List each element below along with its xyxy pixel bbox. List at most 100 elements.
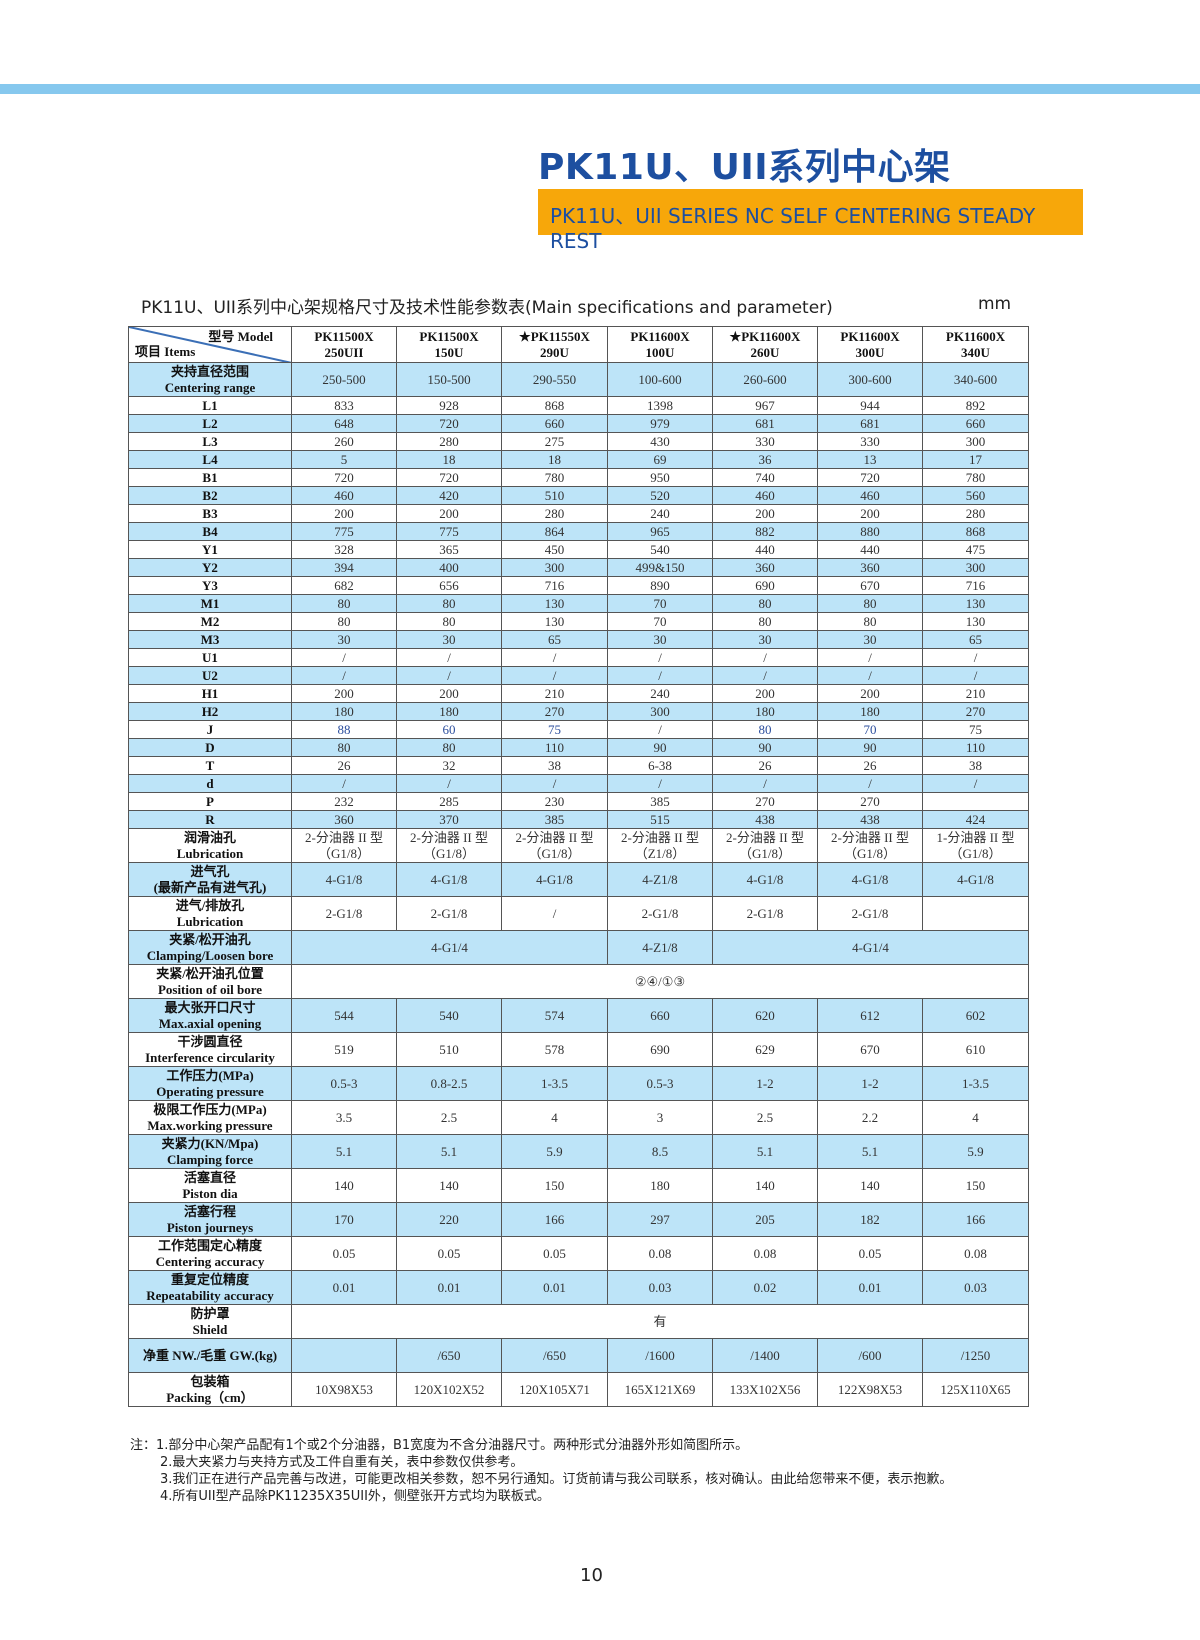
table-cell: 716 bbox=[922, 576, 1029, 595]
row-label: L4 bbox=[128, 450, 292, 469]
cell-text: T bbox=[205, 757, 215, 773]
cell-text: 进气孔 bbox=[190, 863, 230, 879]
row-label: 工作压力(MPa) Operating pressure bbox=[128, 1066, 292, 1101]
cell-text: M1 bbox=[200, 595, 220, 611]
table-cell: 280 bbox=[922, 504, 1029, 523]
cell-text: H2 bbox=[201, 703, 219, 719]
cell-text: （G1/8） bbox=[949, 845, 1002, 861]
table-cell: / bbox=[607, 666, 713, 685]
table-cell: 150 bbox=[922, 1168, 1029, 1203]
table-cell: 65 bbox=[501, 630, 608, 649]
table-row: 工作范围定心精度 Centering accuracy 0.05 0.05 0.05 0.… bbox=[128, 1236, 1029, 1271]
cell-text: Repeatability accuracy bbox=[146, 1287, 274, 1303]
table-cell: 328 bbox=[291, 540, 397, 559]
table-cell: 270 bbox=[712, 792, 818, 811]
notes-prefix: 注： bbox=[130, 1438, 157, 1453]
table-cell: / bbox=[501, 648, 608, 667]
table-cell: 0.08 bbox=[922, 1236, 1029, 1271]
row-label: U1 bbox=[128, 648, 292, 667]
cell-text: Max.working pressure bbox=[147, 1117, 273, 1133]
table-cell: 240 bbox=[607, 504, 713, 523]
cell-text: Piston dia bbox=[182, 1185, 238, 1201]
cell-text: PK11600X bbox=[945, 328, 1006, 344]
cell-text: 活塞直径 bbox=[183, 1169, 236, 1185]
cell-text: 润滑油孔 bbox=[183, 829, 236, 845]
table-cell: 260-600 bbox=[712, 362, 818, 397]
table-row: 重复定位精度 Repeatability accuracy 0.01 0.01 0.01… bbox=[128, 1270, 1029, 1305]
cell-text: Piston journeys bbox=[166, 1219, 254, 1235]
table-cell: 510 bbox=[501, 486, 608, 505]
table-cell: 950 bbox=[607, 468, 713, 487]
table-cell: 360 bbox=[291, 810, 397, 829]
table-row: Y1 328 365 450 540 440 440 475 bbox=[128, 540, 1029, 559]
table-cell: / bbox=[291, 666, 397, 685]
table-cell: 5.1 bbox=[291, 1134, 397, 1169]
row-label: Y2 bbox=[128, 558, 292, 577]
table-cell: 26 bbox=[712, 756, 818, 775]
cell-text: Y3 bbox=[202, 577, 218, 593]
table-cell: 280 bbox=[396, 432, 502, 451]
row-label: d bbox=[128, 774, 292, 793]
cell-text: 260U bbox=[750, 344, 780, 360]
table-cell: 720 bbox=[396, 468, 502, 487]
subtitle-banner: PK11U、UII SERIES NC SELF CENTERING STEAD… bbox=[538, 189, 1083, 253]
table-cell bbox=[922, 792, 1029, 811]
table-cell: 833 bbox=[291, 396, 397, 415]
cell-text: B2 bbox=[202, 487, 218, 503]
table-cell: 210 bbox=[501, 684, 608, 703]
table-cell: / bbox=[712, 774, 818, 793]
table-cell: 450 bbox=[501, 540, 608, 559]
cell-text: Clamping/Loosen bore bbox=[146, 947, 274, 963]
cell-text: D bbox=[205, 739, 215, 755]
page-number: 10 bbox=[580, 1565, 603, 1586]
table-cell: 80 bbox=[396, 594, 502, 613]
table-cell: 90 bbox=[817, 738, 923, 757]
table-cell: 8.5 bbox=[607, 1134, 713, 1169]
table-row: 润滑油孔 Lubrication 2-分油器 II 型（G1/8） 2-分油器 II … bbox=[128, 828, 1029, 863]
table-row: M3 30 30 65 30 30 30 65 bbox=[128, 630, 1029, 649]
table-cell: / bbox=[817, 666, 923, 685]
table-cell: 4-G1/8 bbox=[817, 862, 923, 897]
row-label: Y3 bbox=[128, 576, 292, 595]
table-cell: 656 bbox=[396, 576, 502, 595]
table-row: 工作压力(MPa) Operating pressure 0.5-3 0.8-2.5 1… bbox=[128, 1066, 1029, 1101]
table-row: H1 200 200 210 240 200 200 210 bbox=[128, 684, 1029, 703]
table-cell: 780 bbox=[922, 468, 1029, 487]
row-label: 夹紧/松开油孔位置 Position of oil bore bbox=[128, 964, 292, 999]
row-label: 包装箱 Packing（cm） bbox=[128, 1372, 292, 1407]
table-cell: / bbox=[712, 648, 818, 667]
cell-text: 重复定位精度 bbox=[170, 1271, 249, 1287]
row-label: R bbox=[128, 810, 292, 829]
table-cell: 440 bbox=[712, 540, 818, 559]
cell-text: PK11600X bbox=[840, 328, 900, 344]
table-cell: 140 bbox=[712, 1168, 818, 1203]
table-cell: 80 bbox=[291, 612, 397, 631]
unit-label: mm bbox=[978, 294, 1012, 314]
table-cell: 780 bbox=[501, 468, 608, 487]
table-row: 活塞行程 Piston journeys 170 220 166 297 205 182 166 bbox=[128, 1202, 1029, 1237]
table-cell: / bbox=[607, 774, 713, 793]
table-row: P 232 285 230 385 270 270 bbox=[128, 792, 1029, 811]
table-cell: 4-G1/8 bbox=[712, 862, 818, 897]
table-cell: 4-G1/4 bbox=[712, 930, 1029, 965]
cell-text: 100U bbox=[645, 344, 675, 360]
row-label: H2 bbox=[128, 702, 292, 721]
cell-text: Packing（cm） bbox=[166, 1389, 254, 1405]
subtitle: PK11U、UII SERIES NC SELF CENTERING STEAD… bbox=[550, 204, 1036, 253]
table-cell: 400 bbox=[396, 558, 502, 577]
table-cell: 2.5 bbox=[396, 1100, 502, 1135]
row-label: 工作范围定心精度 Centering accuracy bbox=[128, 1236, 292, 1271]
cell-text: L2 bbox=[202, 415, 218, 431]
table-cell: 0.01 bbox=[817, 1270, 923, 1305]
table-cell: 510 bbox=[396, 1032, 502, 1067]
table-row: 活塞直径 Piston dia 140 140 150 180 140 140 150 bbox=[128, 1168, 1029, 1203]
cell-text: 干涉圆直径 bbox=[177, 1033, 243, 1049]
table-cell: 5.1 bbox=[396, 1134, 502, 1169]
row-label: D bbox=[128, 738, 292, 757]
table-cell: 4 bbox=[922, 1100, 1029, 1135]
cell-text: 净重 NW./毛重 GW.(kg) bbox=[142, 1347, 278, 1363]
table-cell: 515 bbox=[607, 810, 713, 829]
table-cell: 90 bbox=[712, 738, 818, 757]
cell-text: B4 bbox=[202, 523, 218, 539]
table-cell: 18 bbox=[501, 450, 608, 469]
